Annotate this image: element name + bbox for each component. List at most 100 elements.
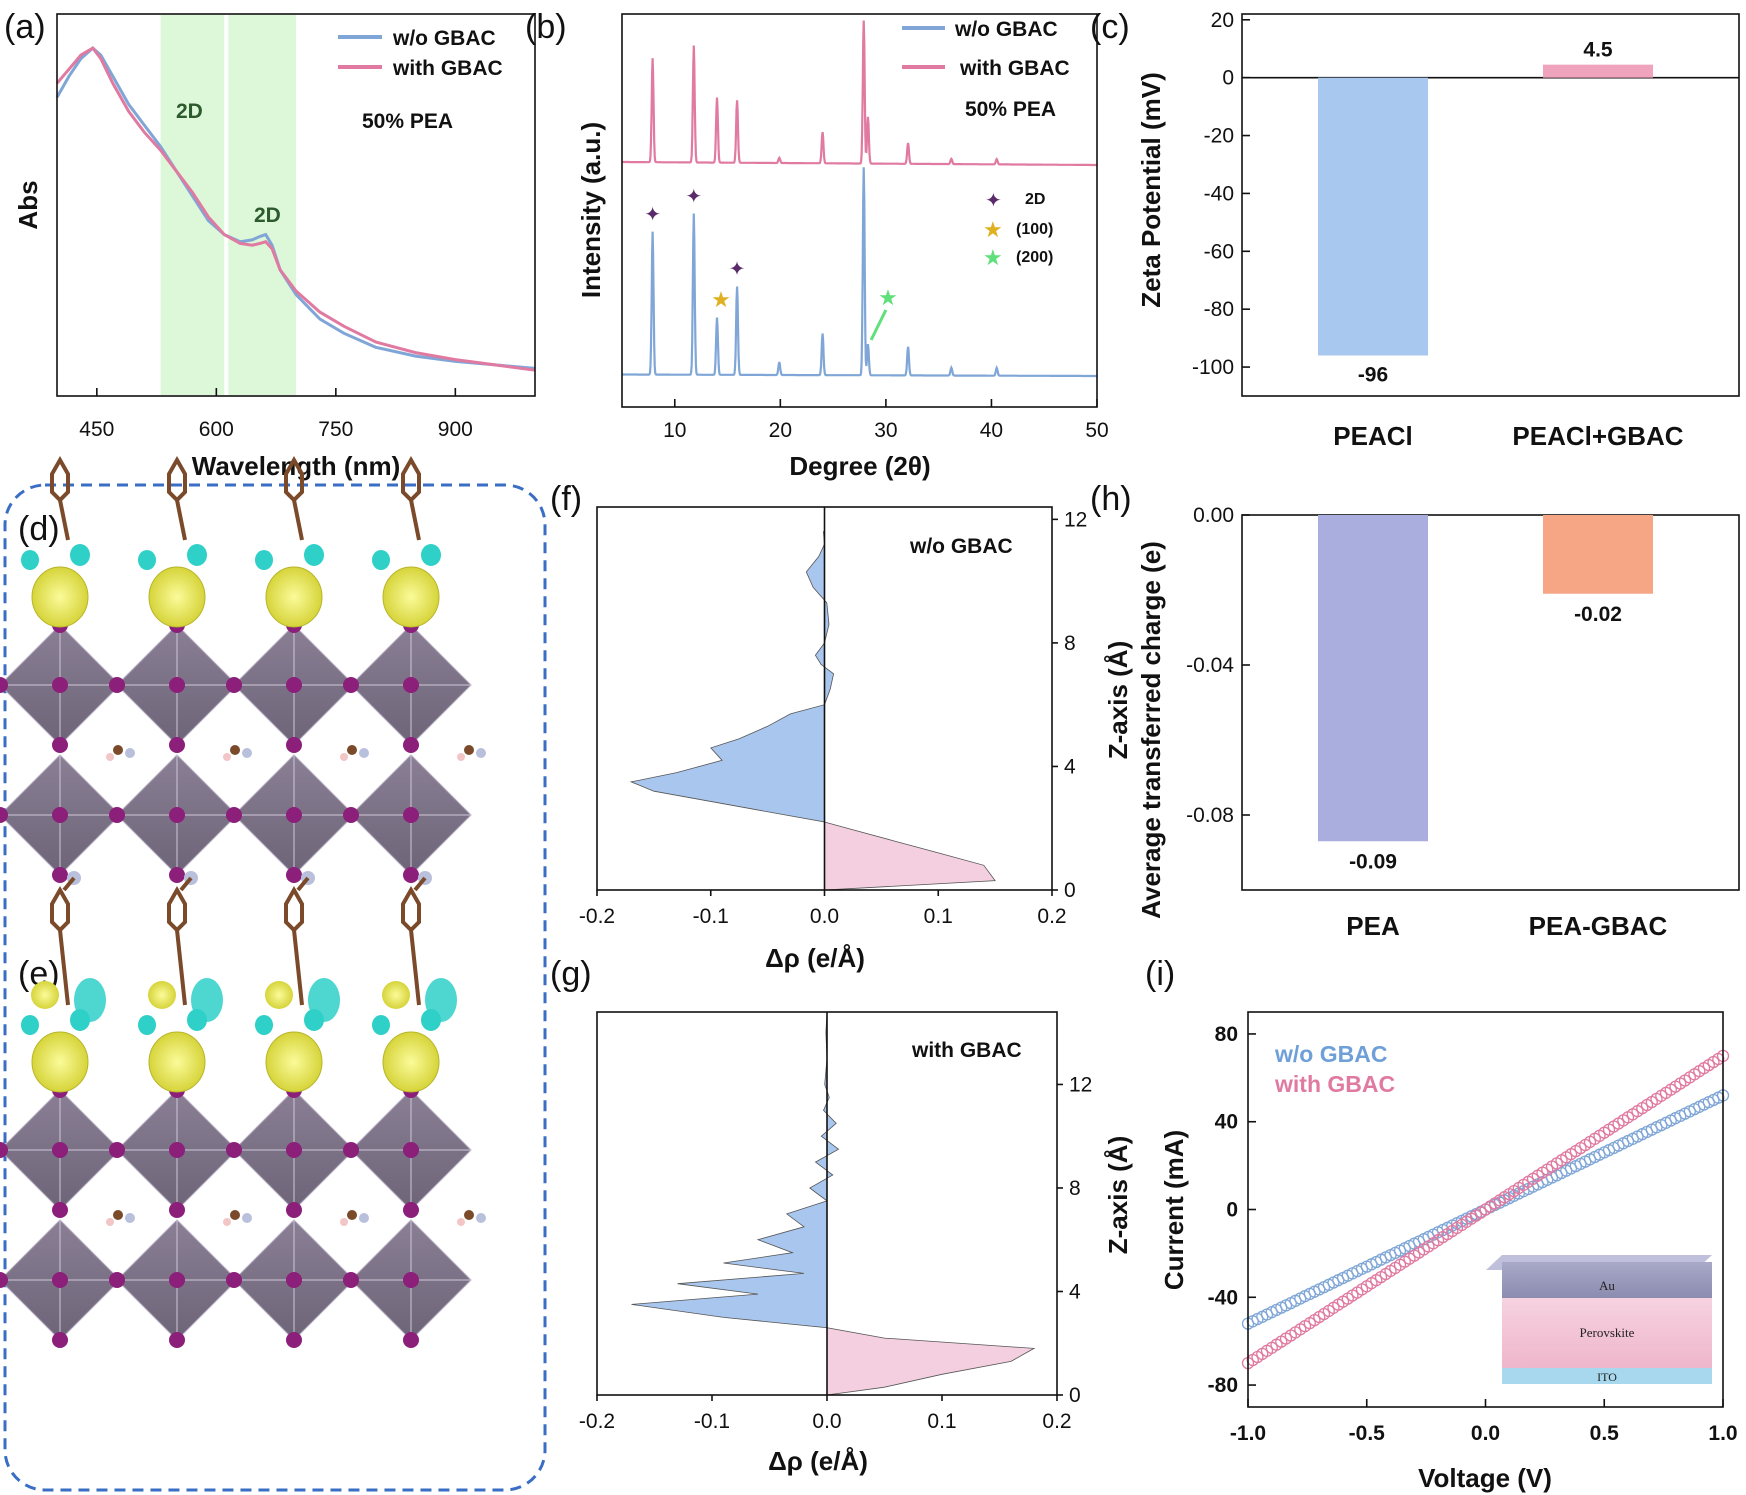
charge-density-isosurface-cyan xyxy=(372,1015,390,1035)
iodine-atom xyxy=(109,807,125,823)
charge-density-isosurface-cyan xyxy=(70,544,90,566)
bar-peacl-gbac xyxy=(1543,64,1653,78)
legend-f: w/o GBAC xyxy=(909,535,1013,558)
x-tick-label-a: 750 xyxy=(318,418,353,441)
cation-atom xyxy=(230,745,240,755)
cation-atom xyxy=(125,748,135,758)
charge-density-isosurface xyxy=(31,1031,89,1093)
iodine-atom xyxy=(52,867,68,883)
iodine-atom xyxy=(403,737,419,753)
charge-density-isosurface xyxy=(31,981,59,1009)
x-tick-label-g: -0.1 xyxy=(694,1410,730,1433)
marker-legend-200: (200) xyxy=(1016,249,1053,266)
legend-with-b: with GBAC xyxy=(959,57,1070,80)
charge-density-isosurface xyxy=(265,981,293,1009)
x-tick-label-i: -1.0 xyxy=(1230,1422,1266,1445)
iodine-atom xyxy=(0,807,8,823)
iodine-atom xyxy=(0,1142,8,1158)
x-category-label-h: PEA-GBAC xyxy=(1529,911,1668,941)
series-line-with-b xyxy=(622,20,1097,167)
charge-density-isosurface-cyan xyxy=(308,978,340,1022)
cation-atom xyxy=(242,748,252,758)
y-axis-label-g: Z-axis (Å) xyxy=(1103,1136,1133,1254)
y-tick-label-g: 4 xyxy=(1069,1280,1081,1303)
hydrogen-atom xyxy=(223,1218,231,1226)
peak-marker-2d: ✦ xyxy=(644,204,661,226)
series-line-wo-b xyxy=(622,167,1097,378)
y-tick-label-i: -40 xyxy=(1208,1286,1238,1309)
annotation-50pea-b: 50% PEA xyxy=(965,98,1056,121)
iodine-atom xyxy=(52,1272,68,1288)
y-tick-label-i: -80 xyxy=(1208,1374,1238,1397)
series-line-with-a xyxy=(55,46,536,372)
iodine-atom xyxy=(286,867,302,883)
x-tick-label-g: 0.2 xyxy=(1042,1410,1071,1433)
marker-legend-star-200: ★ xyxy=(983,245,1003,270)
x-category-label-c: PEACl xyxy=(1333,421,1412,451)
panel-label-f: (f) xyxy=(550,480,582,518)
x-tick-label-g: 0.1 xyxy=(927,1410,956,1433)
iodine-atom xyxy=(286,1332,302,1348)
iodine-atom xyxy=(109,1142,125,1158)
iodine-atom xyxy=(0,1272,8,1288)
legend-wo-b: w/o GBAC xyxy=(954,18,1058,41)
cation-atom xyxy=(476,1213,486,1223)
x-tick-label-g: -0.2 xyxy=(579,1410,615,1433)
iodine-atom xyxy=(169,807,185,823)
y-tick-label-f: 0 xyxy=(1064,879,1076,902)
peak-marker-100: ★ xyxy=(711,287,731,312)
y-tick-label-c: -20 xyxy=(1204,125,1234,148)
x-tick-label-f: 0.2 xyxy=(1037,905,1066,928)
iodine-atom xyxy=(286,737,302,753)
y-tick-label-h: -0.04 xyxy=(1186,654,1234,677)
plot-frame-a xyxy=(56,13,536,397)
iodine-atom xyxy=(169,737,185,753)
iodine-atom xyxy=(0,677,8,693)
inset-label-ito: ITO xyxy=(1597,1370,1617,1384)
charge-density-isosurface xyxy=(382,1031,440,1093)
iodine-atom xyxy=(286,1202,302,1218)
y-axis-label-h: Average transferred charge (e) xyxy=(1136,541,1166,919)
bar-pea-gbac xyxy=(1543,515,1653,594)
organic-chain xyxy=(292,499,304,541)
x-tick-label-b: 30 xyxy=(874,419,897,442)
iodine-atom xyxy=(403,1142,419,1158)
charge-density-isosurface xyxy=(265,566,323,628)
panel-label-i: (i) xyxy=(1145,955,1175,993)
cation-atom xyxy=(476,748,486,758)
x-tick-label-i: 1.0 xyxy=(1708,1422,1737,1445)
x-category-label-h: PEA xyxy=(1346,911,1400,941)
marker-legend-100: (100) xyxy=(1016,221,1053,238)
x-tick-label-i: -0.5 xyxy=(1349,1422,1386,1445)
marker-legend-star-100: ★ xyxy=(983,217,1003,242)
organic-chain xyxy=(175,499,187,541)
organic-ring xyxy=(167,885,187,933)
iodine-atom xyxy=(226,1142,242,1158)
iodine-atom xyxy=(169,1202,185,1218)
x-tick-label-f: 0.1 xyxy=(924,905,953,928)
panel-a-absorption: 450 600 750 900 Wavelength (nm) Abs w/o GBA… xyxy=(13,13,536,481)
bar-value-label: -0.09 xyxy=(1349,850,1397,873)
bar-value-label: -96 xyxy=(1358,363,1388,386)
panel-c-zeta: -96 PEACl 4.5 PEACl+GBAC 20 0 -20 -40 -60 -80 -10… xyxy=(1136,9,1740,451)
cation-atom xyxy=(347,1210,357,1220)
iodine-atom xyxy=(403,677,419,693)
organic-chain xyxy=(62,876,76,892)
y-axis-label-i: Current (mA) xyxy=(1159,1130,1189,1290)
plot-frame-c xyxy=(1241,13,1740,397)
y-tick-label-i: 40 xyxy=(1215,1111,1238,1134)
charge-density-isosurface xyxy=(382,981,410,1009)
charge-density-isosurface-cyan xyxy=(138,1015,156,1035)
y-tick-label-c: 20 xyxy=(1211,9,1234,32)
y-tick-label-g: 12 xyxy=(1069,1073,1092,1096)
peak-marker-200: ★ xyxy=(878,285,898,310)
x-tick-label-g: 0.0 xyxy=(812,1410,841,1433)
cation-atom xyxy=(113,1210,123,1220)
iodine-atom xyxy=(286,677,302,693)
iodine-atom xyxy=(52,807,68,823)
iodine-atom xyxy=(169,867,185,883)
x-tick-label-b: 10 xyxy=(663,419,686,442)
cation-atom xyxy=(464,745,474,755)
shaded-band-1 xyxy=(160,15,225,395)
marker-legend-star-2d: ✦ xyxy=(985,190,1002,212)
